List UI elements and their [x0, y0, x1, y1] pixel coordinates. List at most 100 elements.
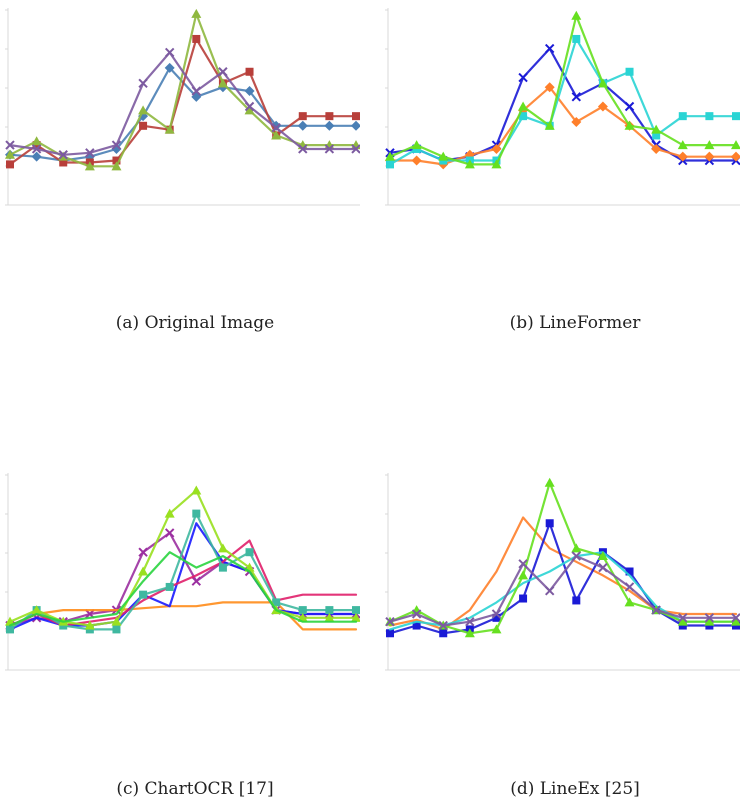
data-point-marker — [59, 158, 68, 167]
data-point-marker — [245, 548, 254, 557]
data-point-marker — [351, 120, 360, 131]
data-point-marker — [624, 597, 635, 607]
data-point-marker — [518, 570, 529, 580]
data-point-marker — [677, 140, 688, 150]
series-line-2 — [8, 37, 358, 166]
line-chart-d — [385, 473, 740, 671]
series-line-5 — [8, 512, 358, 631]
data-point-marker — [464, 159, 475, 169]
data-point-marker — [112, 625, 121, 634]
data-point-marker — [731, 616, 740, 626]
data-point-marker — [164, 508, 175, 518]
data-point-marker — [572, 34, 581, 43]
series-line-6 — [8, 489, 358, 627]
chart-panel-original-image — [0, 0, 360, 215]
data-point-marker — [111, 140, 122, 150]
data-point-marker — [677, 616, 688, 626]
data-point-marker — [5, 140, 15, 150]
series-line-2 — [388, 86, 738, 166]
line-chart-a — [5, 8, 360, 206]
data-point-marker — [139, 590, 148, 599]
data-point-marker — [218, 67, 228, 77]
data-point-marker — [519, 594, 528, 603]
data-point-marker — [84, 620, 95, 630]
series-line-5 — [388, 554, 738, 627]
data-point-marker — [678, 613, 688, 623]
data-point-marker — [464, 628, 475, 638]
data-point-marker — [244, 101, 255, 112]
data-point-marker — [6, 625, 14, 634]
data-point-marker — [439, 629, 448, 638]
data-point-marker — [191, 485, 202, 495]
data-point-marker — [5, 149, 15, 159]
data-point-marker — [386, 160, 394, 169]
series-line-4 — [388, 481, 738, 635]
data-point-marker — [31, 136, 42, 146]
data-point-marker — [352, 606, 360, 615]
data-point-marker — [192, 509, 201, 518]
data-point-marker — [651, 605, 661, 615]
data-point-marker — [597, 101, 608, 112]
chart-panel-lineex — [380, 465, 740, 680]
data-point-marker — [411, 155, 422, 166]
data-point-marker — [298, 112, 307, 121]
data-point-marker — [192, 34, 201, 43]
line-chart-c — [5, 473, 360, 671]
data-point-marker — [244, 86, 255, 97]
data-point-marker — [164, 124, 175, 134]
data-point-marker — [571, 551, 582, 561]
data-point-marker — [385, 151, 395, 161]
data-point-marker — [597, 551, 608, 561]
data-point-marker — [352, 112, 360, 121]
data-point-marker — [572, 596, 581, 605]
data-point-marker — [571, 543, 582, 553]
data-point-marker — [518, 101, 529, 111]
data-point-marker — [491, 159, 502, 169]
data-point-marker — [571, 10, 582, 20]
data-point-marker — [324, 120, 335, 131]
data-point-marker — [544, 82, 555, 93]
data-point-marker — [271, 130, 282, 140]
data-point-marker — [31, 144, 42, 154]
data-point-marker — [465, 616, 475, 627]
data-point-marker — [625, 67, 634, 76]
data-point-marker — [652, 131, 661, 140]
chart-panel-lineformer — [380, 0, 740, 215]
data-point-marker — [386, 629, 394, 638]
data-point-marker — [164, 62, 175, 73]
data-point-marker — [31, 151, 42, 162]
data-point-marker — [31, 605, 42, 615]
data-point-marker — [518, 72, 528, 83]
data-point-marker — [651, 124, 662, 134]
data-point-marker — [411, 140, 422, 150]
data-point-marker — [272, 598, 281, 607]
chart-panel-chartocr — [0, 465, 360, 680]
data-point-marker — [732, 112, 740, 121]
data-point-marker — [165, 582, 174, 591]
data-point-marker — [138, 547, 148, 557]
data-point-marker — [544, 43, 555, 54]
data-point-marker — [571, 92, 582, 102]
data-point-marker — [412, 621, 421, 630]
data-point-marker — [519, 112, 528, 121]
data-point-marker — [571, 116, 582, 127]
data-point-marker — [164, 47, 175, 58]
data-point-marker — [545, 519, 554, 528]
data-point-marker — [325, 606, 334, 615]
data-point-marker — [624, 101, 635, 112]
data-point-marker — [491, 609, 502, 619]
data-point-marker — [544, 120, 555, 130]
data-point-marker — [217, 78, 228, 88]
data-point-marker — [731, 151, 740, 162]
data-point-marker — [651, 143, 662, 154]
data-point-marker — [491, 624, 502, 634]
data-point-marker — [138, 78, 148, 89]
data-point-marker — [84, 161, 95, 171]
caption-lineformer: (b) LineFormer — [509, 313, 641, 333]
data-point-marker — [518, 559, 528, 569]
data-point-marker — [191, 576, 202, 586]
data-point-marker — [677, 151, 688, 162]
data-point-marker — [598, 562, 608, 573]
data-point-marker — [111, 161, 122, 171]
data-point-marker — [191, 8, 202, 18]
